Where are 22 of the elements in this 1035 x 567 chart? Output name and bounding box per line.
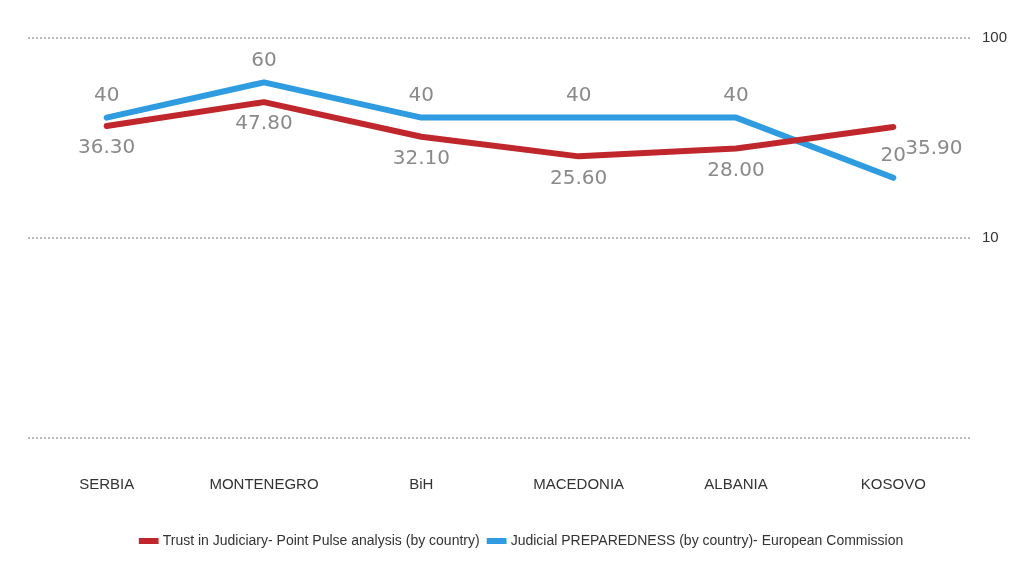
data-label: 40: [408, 81, 435, 106]
y-tick-label: 10: [981, 228, 999, 246]
data-label: 20: [880, 142, 907, 166]
legend-label: Trust in Judiciary- Point Pulse analysis (by country): [162, 531, 480, 548]
data-label: 32.10: [392, 144, 450, 169]
x-tick-label: ALBANIA: [704, 475, 768, 493]
x-tick-label: BiH: [409, 475, 434, 493]
data-label: 35.90: [905, 135, 963, 160]
x-tick-label: KOSOVO: [860, 475, 926, 493]
data-label: 40: [93, 81, 120, 106]
data-label: 36.30: [78, 134, 136, 159]
data-label: 47.80: [235, 110, 293, 135]
legend-label: Judicial PREPAREDNESS (by country)- European Commission: [510, 531, 904, 548]
data-label: 25.60: [550, 164, 608, 189]
data-label: 28.00: [707, 156, 765, 181]
x-tick-label: SERBIA: [79, 475, 135, 493]
x-tick-label: MACEDONIA: [533, 475, 625, 493]
data-label: 60: [251, 46, 277, 71]
y-tick-label: 100: [981, 28, 1007, 46]
data-label: 40: [723, 81, 749, 106]
data-label: 40: [565, 81, 592, 106]
x-tick-label: MONTENEGRO: [209, 475, 319, 493]
